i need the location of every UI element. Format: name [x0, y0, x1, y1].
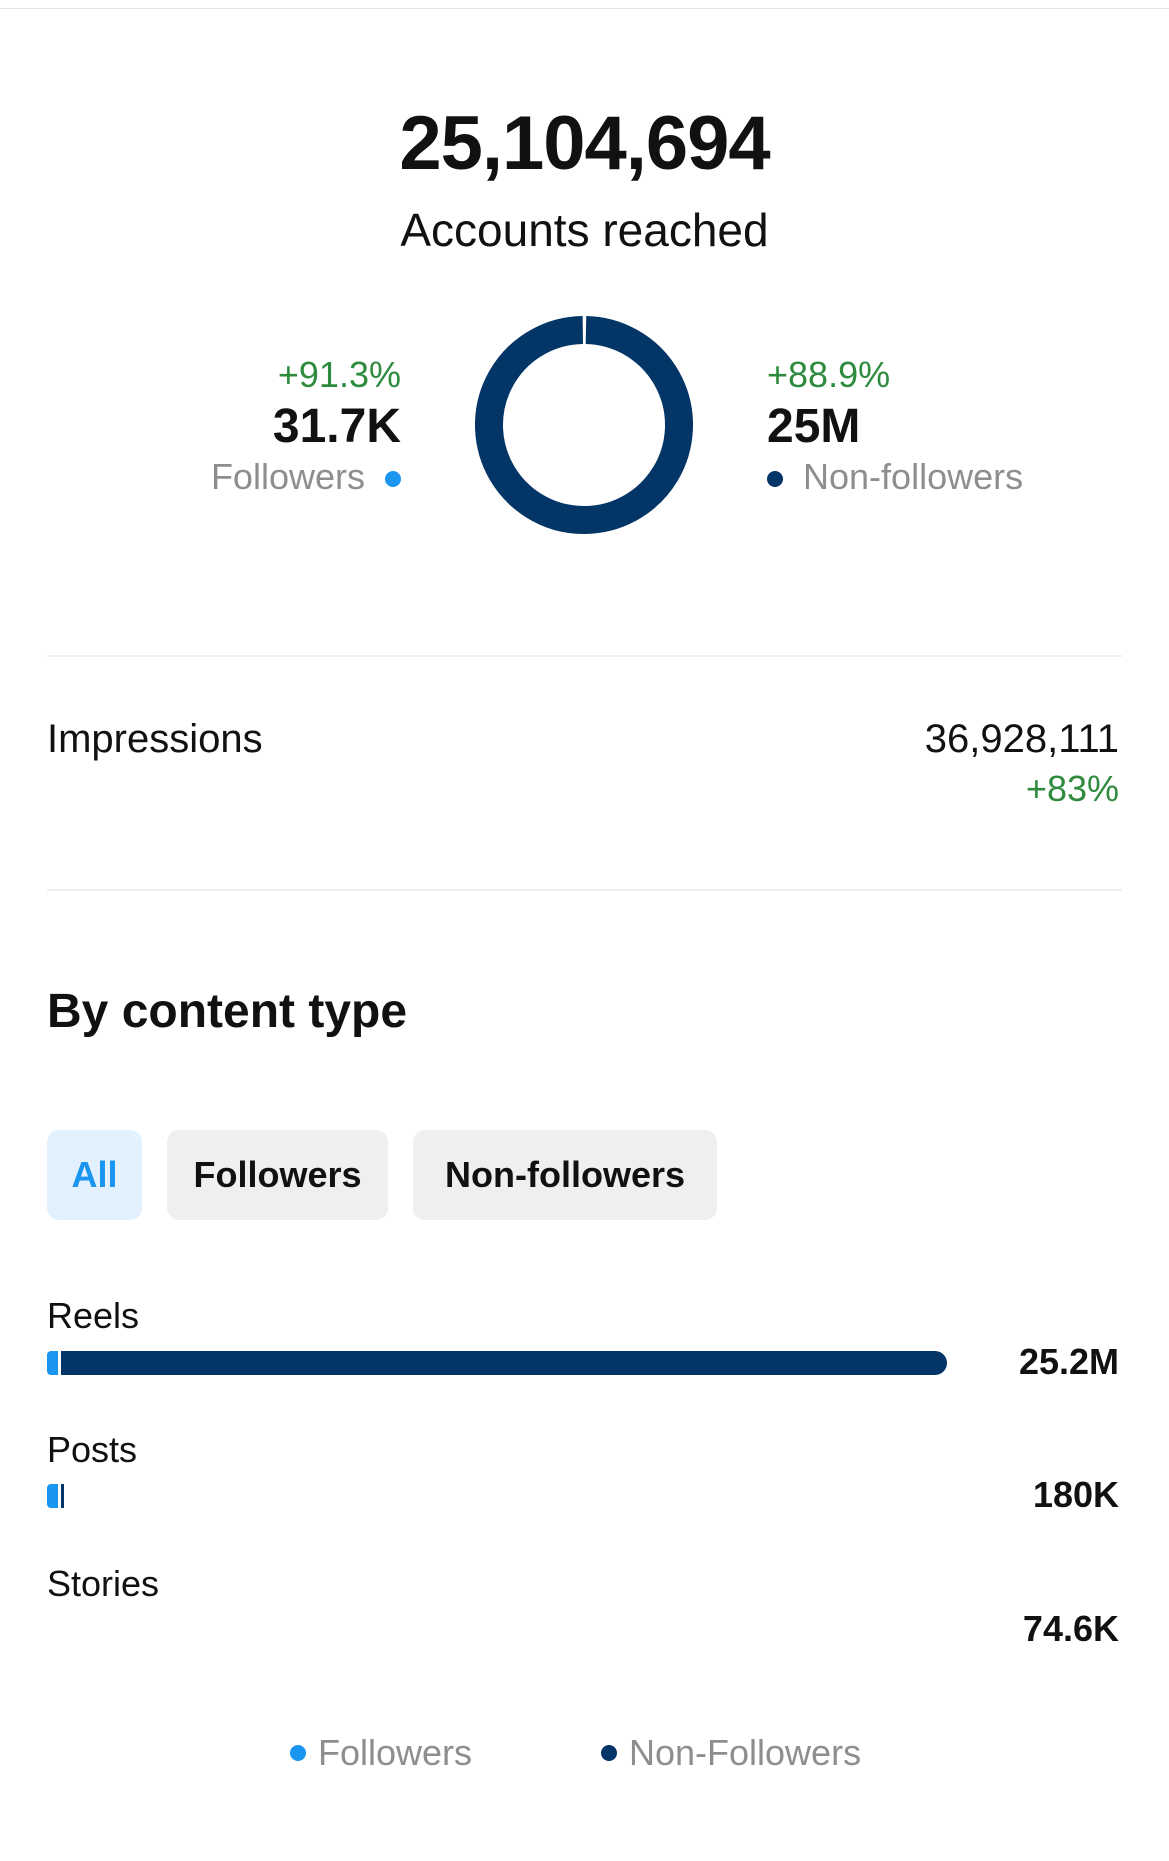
non-followers-dot-icon	[601, 1745, 617, 1761]
posts-label: Posts	[47, 1429, 138, 1470]
filter-all-chip[interactable]: All	[47, 1130, 142, 1220]
followers-change: +91.3%	[277, 354, 401, 395]
accounts-reached-label: Accounts reached	[400, 204, 769, 256]
legend-followers: Followers	[290, 1732, 472, 1774]
posts-value: 180K	[1032, 1474, 1119, 1515]
impressions-change: +83%	[1025, 768, 1119, 809]
non-followers-value: 25M	[767, 400, 861, 453]
reach-donut-chart	[475, 316, 693, 534]
stories-label: Stories	[47, 1563, 160, 1604]
stories-value: 74.6K	[1022, 1608, 1119, 1649]
reels-bar	[47, 1351, 947, 1375]
followers-label: Followers	[210, 456, 365, 497]
legend-non-followers: Non-Followers	[601, 1732, 861, 1774]
non-followers-bar-segment	[60, 1351, 947, 1375]
top-divider	[0, 8, 1169, 9]
non-followers-bar-segment	[60, 1484, 64, 1508]
non-followers-legend: Non-followers	[767, 456, 1023, 498]
stories-bar	[47, 1618, 947, 1642]
legend-non-followers-label: Non-Followers	[629, 1732, 862, 1773]
accounts-reached-total: 25,104,694	[399, 101, 770, 186]
divider	[47, 889, 1122, 891]
non-followers-slice	[475, 316, 693, 534]
followers-bar-segment	[47, 1484, 58, 1508]
filter-followers-chip[interactable]: Followers	[167, 1130, 388, 1220]
impressions-value: 36,928,111	[924, 717, 1119, 761]
reels-label: Reels	[47, 1295, 140, 1336]
impressions-label: Impressions	[47, 717, 263, 761]
non-followers-label: Non-followers	[803, 456, 1024, 497]
divider	[47, 655, 1122, 657]
followers-legend: Followers	[211, 456, 401, 498]
legend-followers-label: Followers	[318, 1732, 473, 1773]
followers-dot-icon	[385, 471, 401, 488]
section-title: By content type	[47, 985, 408, 1038]
followers-dot-icon	[290, 1745, 306, 1761]
reels-value: 25.2M	[1018, 1341, 1119, 1382]
non-followers-dot-icon	[767, 471, 783, 488]
posts-bar	[47, 1484, 947, 1508]
followers-value: 31.7K	[272, 400, 401, 453]
filter-non-followers-chip[interactable]: Non-followers	[413, 1130, 717, 1220]
non-followers-change: +88.9%	[767, 354, 891, 395]
followers-bar-segment	[47, 1351, 58, 1375]
